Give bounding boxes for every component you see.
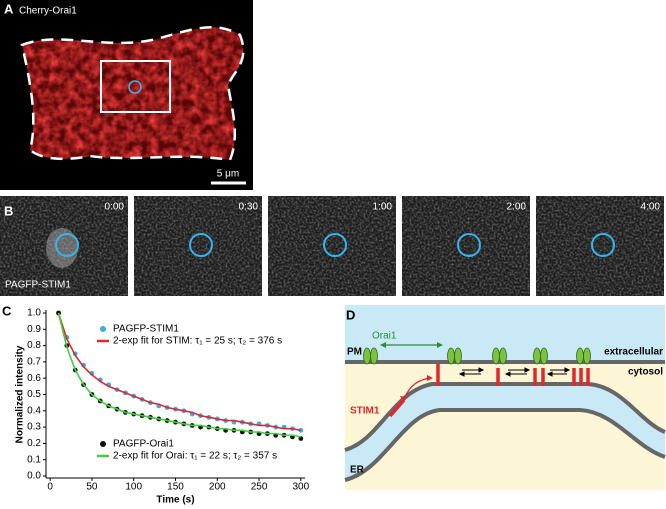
er-lumen (345, 384, 665, 480)
legend-label: 2-exp fit for Orai: τ₁ = 22 s; τ₂ = 357 … (113, 451, 277, 462)
panel-a: 5 μm A Cherry-Orai1 (0, 0, 253, 190)
x-tick-label: 50 (86, 482, 98, 493)
panel-b: 0:00 0:30 1:00 2:00 4:00 B PAGFP-STIM1 (0, 196, 664, 296)
panel-d: D Orai1 PM extracellular cytosol STIM1 E… (344, 305, 666, 490)
orai-channels (363, 347, 591, 365)
time-label: 2:00 (507, 202, 527, 213)
fit-line (57, 312, 301, 438)
scale-label: 5 μm (217, 169, 239, 180)
caption: PAGFP-STIM1 (5, 280, 71, 291)
tile-noise (0, 196, 128, 296)
y-axis-label: Normalized intensity (15, 345, 26, 443)
legend-marker (100, 326, 106, 332)
y-tick-label: 0.5 (27, 389, 41, 400)
stim-label: STIM1 (350, 406, 380, 417)
time-label: 4:00 (641, 202, 661, 213)
panel-label: D (346, 307, 355, 322)
bleach-spot (457, 233, 481, 257)
y-tick-label: 0.4 (27, 405, 41, 416)
bleach-spot (128, 80, 142, 94)
x-axis-label: Time (s) (156, 495, 194, 506)
fluorescence (46, 228, 78, 268)
y-tick-label: 0.9 (27, 324, 41, 335)
er-membrane (344, 382, 666, 452)
legend-label: 2-exp fit for STIM: τ₁ = 25 s; τ₂ = 376 … (113, 336, 282, 347)
panel-label: C (2, 303, 12, 318)
er-label: ER (350, 465, 365, 476)
tile-noise (402, 196, 530, 296)
tile-noise (268, 196, 396, 296)
x-tick-label: 200 (209, 482, 226, 493)
tile-noise (134, 196, 262, 296)
orai-label: Orai1 (372, 331, 397, 342)
time-label: 0:00 (105, 202, 125, 213)
y-tick-label: 0.2 (27, 438, 41, 449)
x-tick-label: 250 (251, 482, 268, 493)
equilibrium-arrows (458, 367, 571, 377)
y-tick-label: 0.8 (27, 340, 41, 351)
er-membrane (344, 408, 666, 482)
y-tick-label: 0.7 (27, 357, 41, 368)
bleach-spot (55, 233, 79, 257)
panel-title: Cherry-Orai1 (19, 6, 77, 17)
bleach-spot (189, 233, 213, 257)
panel-label: A (4, 1, 14, 16)
time-label: 1:00 (373, 202, 393, 213)
y-tick-label: 0.0 (27, 471, 41, 482)
bleach-spot (591, 233, 615, 257)
y-tick-label: 0.3 (27, 422, 41, 433)
legend-label: PAGFP-STIM1 (113, 324, 179, 335)
tile-noise (536, 196, 664, 296)
x-tick-label: 300 (292, 482, 309, 493)
time-label: 0:30 (239, 202, 259, 213)
cell-image (22, 27, 244, 160)
fit-line (57, 312, 301, 432)
stim-molecules (388, 364, 590, 418)
bleach-spot (323, 233, 347, 257)
arrow-head (400, 375, 433, 402)
legend-label: PAGFP-Orai1 (113, 439, 174, 450)
x-tick-label: 150 (167, 482, 184, 493)
y-tick-label: 0.6 (27, 373, 41, 384)
cytosol-label: cytosol (628, 367, 663, 378)
y-tick-label: 0.1 (27, 454, 41, 465)
x-tick-label: 0 (47, 482, 53, 493)
y-tick-label: 1.0 (27, 308, 41, 319)
extracellular-label: extracellular (604, 347, 663, 358)
zoom-box (100, 60, 171, 113)
panel-label: B (4, 203, 13, 218)
x-tick-label: 100 (125, 482, 142, 493)
legend-marker (100, 441, 106, 447)
pm-label: PM (347, 347, 362, 358)
